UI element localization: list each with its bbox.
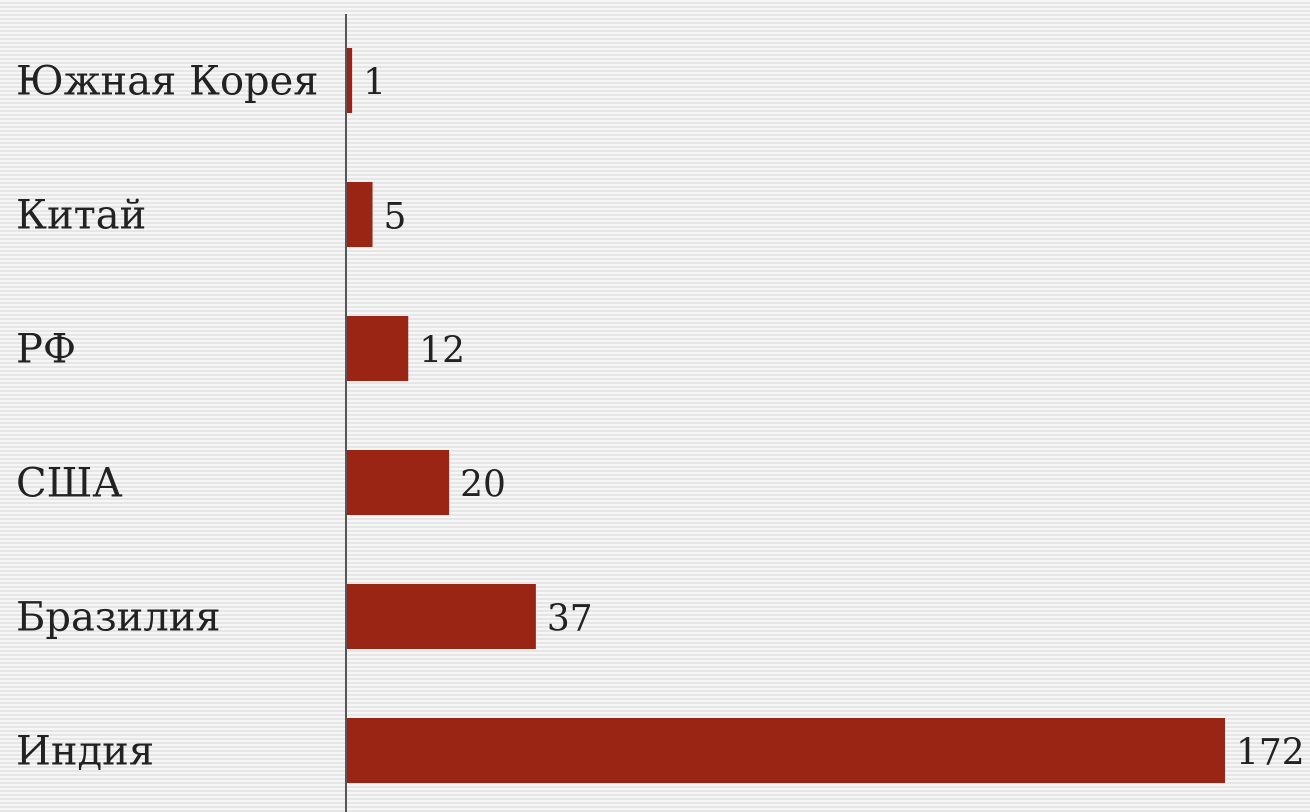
bar <box>347 584 536 649</box>
value-label: 172 <box>1236 733 1305 774</box>
value-label: 37 <box>547 599 593 640</box>
value-label: 5 <box>384 197 407 238</box>
category-label: Индия <box>16 729 154 775</box>
value-label: 1 <box>363 63 386 104</box>
bar <box>347 450 450 515</box>
category-label: Южная Корея <box>16 59 319 105</box>
category-label: Китай <box>16 193 146 239</box>
bars-group <box>347 48 1225 783</box>
category-label: США <box>16 461 123 507</box>
bar <box>347 182 373 247</box>
category-label: Бразилия <box>16 595 221 641</box>
bar <box>347 718 1225 783</box>
category-label: РФ <box>16 327 76 373</box>
value-labels-group: 1 5 12 20 37 172 <box>363 63 1305 774</box>
value-label: 12 <box>419 331 465 372</box>
bar <box>347 316 409 381</box>
category-labels-group: Южная Корея Китай РФ США Бразилия Индия <box>16 59 319 775</box>
value-label: 20 <box>460 465 506 506</box>
bar <box>347 48 353 113</box>
